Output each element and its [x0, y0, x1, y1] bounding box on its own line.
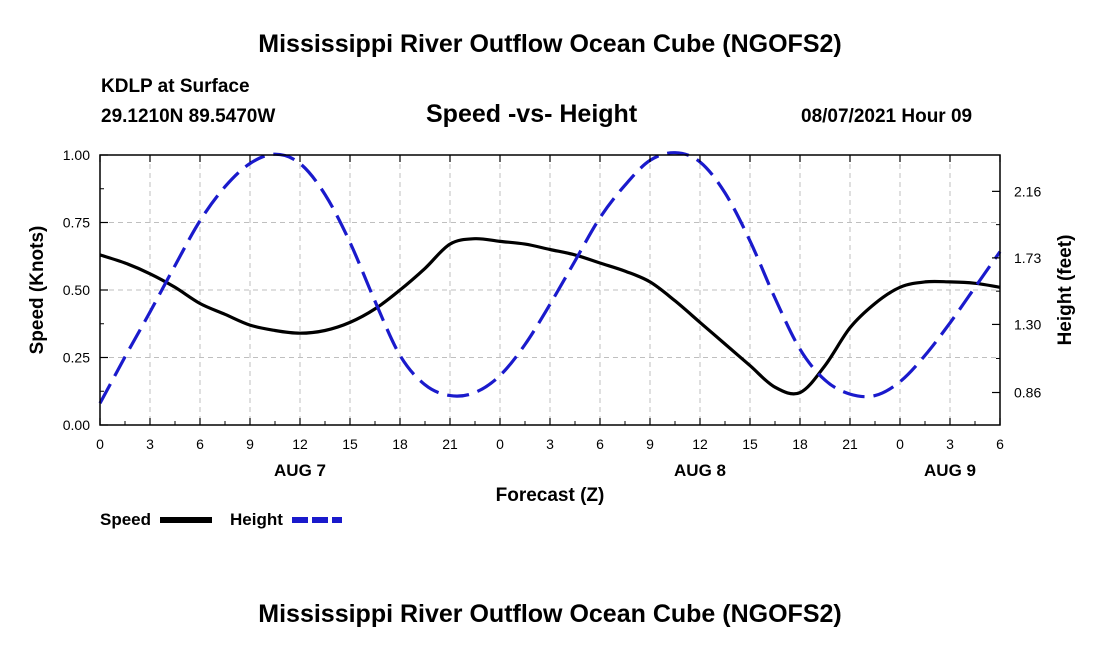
- x-tick-label: 3: [946, 436, 954, 452]
- x-tick-label: 0: [896, 436, 904, 452]
- x-tick-label: 15: [742, 436, 758, 452]
- x-tick-label: 21: [442, 436, 458, 452]
- y-tick-label: 0.25: [63, 350, 90, 366]
- x-date-label: AUG 8: [674, 461, 726, 480]
- page-title-top: Mississippi River Outflow Ocean Cube (NG…: [258, 30, 842, 58]
- station-label: KDLP at Surface: [101, 76, 250, 97]
- series-line-height: [98, 151, 1002, 405]
- y2-axis-title: Height (feet): [1055, 235, 1076, 346]
- y2-tick-label: 1.73: [1014, 250, 1041, 266]
- y2-tick-label: 1.30: [1014, 316, 1041, 332]
- x-date-label: AUG 9: [924, 461, 976, 480]
- series-lines: [98, 151, 1002, 405]
- x-tick-label: 21: [842, 436, 858, 452]
- x-tick-label: 15: [342, 436, 358, 452]
- x-tick-label: 18: [392, 436, 408, 452]
- legend: Speed Height: [100, 510, 342, 529]
- y2-tick-label: 0.86: [1014, 385, 1041, 401]
- datetime-label: 08/07/2021 Hour 09: [801, 106, 973, 127]
- x-tick-label: 3: [546, 436, 554, 452]
- x-tick-label: 3: [146, 436, 154, 452]
- y2-tick-label: 2.16: [1014, 183, 1041, 199]
- axis-ticks: [99, 154, 1001, 426]
- x-tick-label: 12: [692, 436, 708, 452]
- x-tick-label: 6: [196, 436, 204, 452]
- x-tick-label: 6: [596, 436, 604, 452]
- x-tick-label: 12: [292, 436, 308, 452]
- chart-subtitle: Speed -vs- Height: [426, 100, 638, 128]
- x-tick-label: 6: [996, 436, 1004, 452]
- x-tick-label: 9: [646, 436, 654, 452]
- x-tick-label: 18: [792, 436, 808, 452]
- coordinates-label: 29.1210N 89.5470W: [101, 106, 276, 127]
- axis-labels: 0 3 6 9 12 15 18 21 0 3 6 9 12 15 18 21 0 3 6 0.00 0.25 0.50 0…: [27, 147, 1076, 506]
- legend-label-height: Height: [230, 510, 283, 529]
- x-tick-label: 9: [246, 436, 254, 452]
- y-tick-label: 0.50: [63, 282, 90, 298]
- page-title-bottom: Mississippi River Outflow Ocean Cube (NG…: [258, 600, 842, 628]
- legend-label-speed: Speed: [100, 510, 151, 529]
- grid-lines: [100, 155, 1000, 425]
- x-tick-label: 0: [96, 436, 104, 452]
- x-date-label: AUG 7: [274, 461, 326, 480]
- y-tick-label: 1.00: [63, 147, 90, 163]
- x-axis-title: Forecast (Z): [496, 485, 605, 506]
- x-tick-label: 0: [496, 436, 504, 452]
- y-axis-title: Speed (Knots): [27, 226, 48, 355]
- y-tick-label: 0.75: [63, 215, 90, 231]
- y-tick-label: 0.00: [63, 417, 90, 433]
- series-line-speed: [99, 237, 1001, 396]
